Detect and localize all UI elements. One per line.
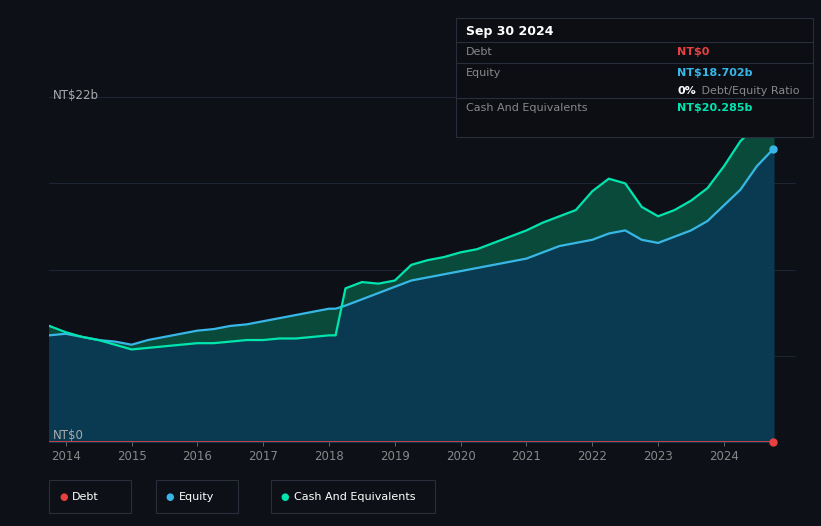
Text: NT$0: NT$0 xyxy=(677,47,709,57)
Text: NT$0: NT$0 xyxy=(53,429,84,442)
Point xyxy=(767,145,780,153)
Text: Debt: Debt xyxy=(72,491,99,502)
Text: NT$22b: NT$22b xyxy=(53,89,99,103)
Text: Sep 30 2024: Sep 30 2024 xyxy=(466,25,553,38)
Text: Equity: Equity xyxy=(466,68,501,78)
Text: 0%: 0% xyxy=(677,86,696,96)
Text: Debt: Debt xyxy=(466,47,493,57)
Text: Debt/Equity Ratio: Debt/Equity Ratio xyxy=(698,86,800,96)
Text: Cash And Equivalents: Cash And Equivalents xyxy=(294,491,415,502)
Point xyxy=(767,120,780,128)
Text: ●: ● xyxy=(166,491,174,502)
Text: ●: ● xyxy=(281,491,289,502)
Text: ●: ● xyxy=(59,491,67,502)
Text: NT$18.702b: NT$18.702b xyxy=(677,68,753,78)
Text: Cash And Equivalents: Cash And Equivalents xyxy=(466,103,587,113)
Point xyxy=(767,438,780,446)
Text: NT$20.285b: NT$20.285b xyxy=(677,103,753,113)
Text: Equity: Equity xyxy=(179,491,214,502)
